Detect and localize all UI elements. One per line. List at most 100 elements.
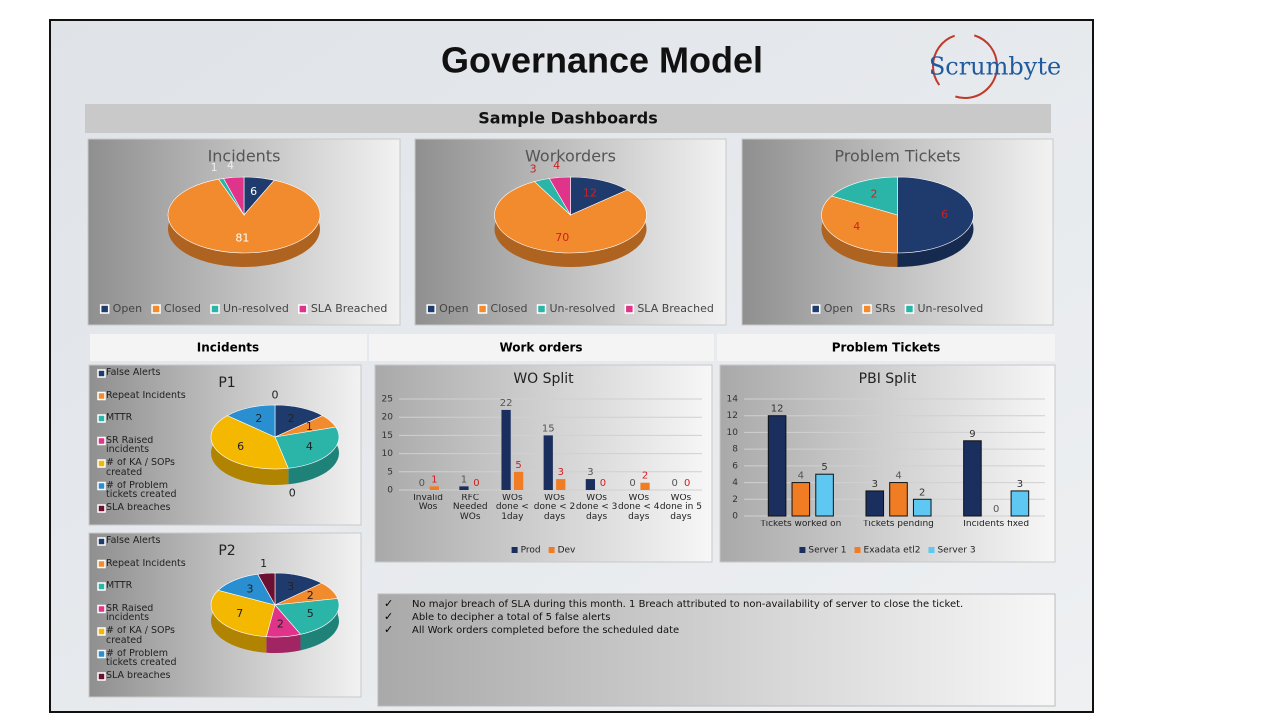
x-tick-label: WOs done < 4 days [618, 494, 660, 522]
data-label: 4 [227, 159, 234, 172]
x-tick-label-box: WOs done < 2 days [534, 494, 575, 522]
data-label: 3 [587, 467, 593, 478]
data-label: 4 [553, 159, 560, 172]
logo-ring [932, 33, 998, 99]
data-label: 0 [993, 504, 999, 515]
check-icon: ✓ [384, 597, 393, 610]
legend-label: SLA Breached [311, 302, 388, 315]
x-tick-label: WOs done in 5 days [659, 494, 702, 522]
legend-label-box: False Alerts [106, 368, 161, 378]
legend-label: # of KA / SOPs created [106, 458, 175, 478]
section-bar [717, 334, 1055, 361]
check-icon: ✓ [384, 623, 393, 636]
bar [585, 479, 596, 490]
legend-label: Open [824, 302, 853, 315]
legend-label: Repeat Incidents [106, 558, 186, 569]
pie-slice-side [821, 196, 898, 267]
chart-title: Problem Tickets [834, 147, 960, 166]
data-label: 5 [307, 607, 314, 620]
legend-marker [928, 547, 935, 553]
subtitle-bar [85, 104, 1051, 133]
chart-title: PBI Split [859, 371, 917, 387]
pie-slice [257, 572, 276, 607]
logo: Scrumbyte [929, 53, 1061, 81]
data-label: 12 [583, 187, 597, 200]
legend-marker [210, 304, 220, 314]
data-label: 2 [919, 487, 925, 498]
legend-marker [97, 582, 106, 591]
y-tick-label: 25 [382, 395, 393, 405]
data-label: 3 [872, 479, 878, 490]
legend-label: Closed [164, 302, 201, 315]
pie-slice-side [300, 598, 339, 651]
x-tick-label: WOs done < 1day [495, 494, 529, 522]
legend-marker [97, 672, 106, 681]
data-label: 4 [798, 471, 804, 482]
y-tick-label: 8 [732, 445, 738, 455]
chart-title: WO Split [513, 371, 574, 387]
x-tick-label-box: WOs done < 1day [495, 494, 529, 522]
data-label: 70 [555, 231, 569, 244]
data-label: 1 [260, 557, 267, 570]
x-tick-label-box: WOs done < 3 days [575, 494, 618, 522]
pie-slice [570, 176, 629, 216]
data-label: 3 [530, 162, 537, 175]
data-label: 4 [306, 440, 313, 453]
x-tick-label-box: Invalid Wos [413, 494, 443, 512]
legend-marker [97, 537, 106, 546]
data-label: 3 [246, 583, 253, 596]
chart-title: Workorders [525, 147, 616, 166]
y-tick-label: 14 [727, 395, 739, 405]
section-title: Work orders [499, 341, 582, 355]
notes-box [377, 593, 1056, 707]
bar [513, 471, 524, 490]
section-bar [369, 334, 714, 361]
data-label: 3 [1017, 479, 1023, 490]
legend-marker [97, 414, 106, 423]
data-label: 15 [542, 423, 555, 434]
bar [640, 482, 650, 490]
legend-marker [904, 304, 915, 314]
legend-label-box: MTTR [106, 581, 132, 590]
pie-slice [167, 178, 321, 254]
pie-slice [223, 176, 245, 217]
y-tick-label: 0 [732, 512, 738, 522]
x-tick-label: Tickets pending [863, 520, 934, 529]
data-label: 5 [821, 462, 827, 473]
legend-marker [426, 304, 436, 314]
legend-label: Un-resolved [550, 302, 616, 315]
pie-slice [548, 176, 571, 217]
bar [889, 482, 908, 517]
x-tick-label: WOs done < 3 days [575, 494, 618, 522]
y-tick-label: 6 [732, 461, 738, 471]
data-label: 6 [250, 185, 257, 198]
y-tick-label: 12 [727, 411, 738, 421]
data-label: 0 [289, 487, 296, 500]
y-tick-label: 0 [387, 486, 393, 496]
legend-marker [97, 627, 106, 636]
legend-label: Closed [491, 302, 528, 315]
section-title: Incidents [197, 341, 259, 355]
legend-label: Server 3 [937, 546, 975, 556]
legend-label-box: # of KA / SOPs created [106, 458, 175, 478]
legend-marker [99, 304, 110, 314]
legend-label: Prod [521, 546, 541, 556]
pie-slice [210, 589, 276, 638]
y-tick-label: 10 [727, 428, 739, 438]
legend-label-box: SR Raised incidents [106, 436, 153, 455]
legend-label-box: Repeat Incidents [106, 558, 186, 569]
note: All Work orders completed before the sch… [412, 625, 679, 636]
data-label: 9 [969, 429, 975, 440]
data-label: 2 [255, 412, 262, 425]
legend-label: False Alerts [106, 368, 161, 378]
section-title: Problem Tickets [832, 341, 941, 355]
legend-label: # of Problem tickets created [106, 648, 177, 669]
legend-marker [854, 547, 861, 553]
note: No major breach of SLA during this month… [412, 599, 963, 610]
legend-marker [298, 304, 308, 314]
data-label: 0 [600, 478, 606, 489]
legend-label-box: # of Problem tickets created [106, 481, 176, 500]
pie-slice [897, 176, 974, 254]
data-label: 2 [277, 618, 284, 631]
